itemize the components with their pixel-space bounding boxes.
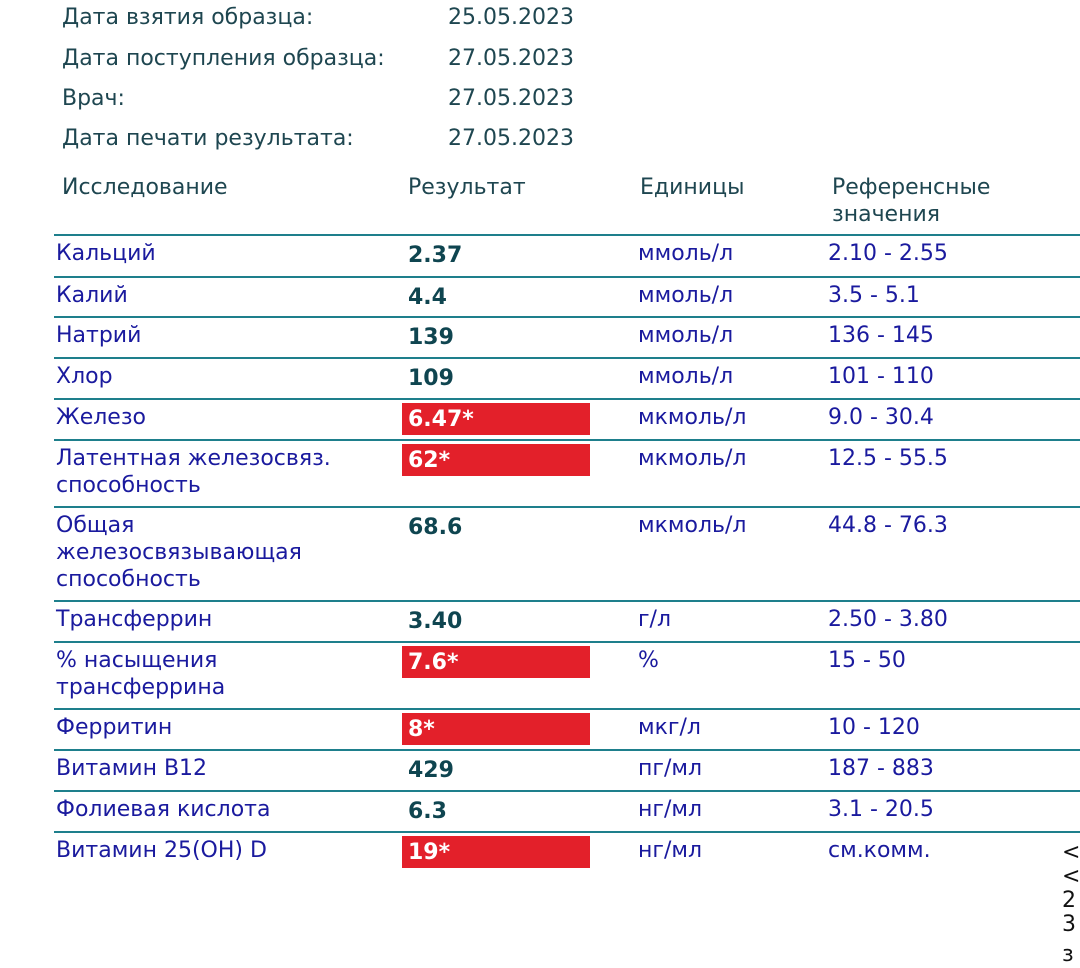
receipt-date-value: 27.05.2023: [448, 46, 574, 71]
row-separator: [54, 316, 1080, 318]
test-reference: 2.50 - 3.80: [828, 607, 948, 632]
test-result: 4.4: [408, 285, 447, 310]
row-separator: [54, 641, 1080, 643]
test-unit: мкмоль/л: [638, 513, 747, 538]
doctor-label: Врач:: [62, 86, 125, 111]
test-result: 429: [408, 758, 454, 783]
test-unit: ммоль/л: [638, 283, 734, 308]
test-name: Калий: [56, 283, 128, 308]
row-separator: [54, 276, 1080, 278]
test-result: 8*: [408, 717, 435, 742]
test-reference: 44.8 - 76.3: [828, 513, 948, 538]
test-reference: 15 - 50: [828, 648, 906, 673]
test-reference: 101 - 110: [828, 364, 934, 389]
row-separator: [54, 749, 1080, 751]
receipt-date-label: Дата поступления образца:: [62, 46, 385, 71]
test-reference: 2.10 - 2.55: [828, 241, 948, 266]
header-result: Результат: [408, 175, 526, 200]
test-name: Натрий: [56, 323, 142, 348]
print-date-value: 27.05.2023: [448, 126, 574, 151]
test-result: 109: [408, 366, 454, 391]
row-separator: [54, 600, 1080, 602]
test-name: Ферритин: [56, 715, 173, 740]
test-result: 6.47*: [408, 407, 474, 432]
test-result: 7.6*: [408, 650, 459, 675]
row-separator: [54, 708, 1080, 710]
test-reference: 3.1 - 20.5: [828, 797, 934, 822]
comment-fragment: з: [1062, 942, 1074, 967]
test-name: Хлор: [56, 364, 113, 389]
test-name: Кальций: [56, 241, 156, 266]
print-date-label: Дата печати результата:: [62, 126, 354, 151]
test-unit: мкмоль/л: [638, 446, 747, 471]
test-name: Фолиевая кислота: [56, 797, 271, 822]
test-reference: 10 - 120: [828, 715, 920, 740]
test-reference: 9.0 - 30.4: [828, 405, 934, 430]
test-unit: нг/мл: [638, 838, 703, 863]
abnormal-flag-highlight: [402, 713, 590, 745]
comment-fragment: 2: [1062, 888, 1076, 913]
test-unit: нг/мл: [638, 797, 703, 822]
test-name: Витамин B12: [56, 756, 208, 781]
header-units: Единицы: [640, 175, 745, 200]
test-unit: ммоль/л: [638, 323, 734, 348]
comment-fragment: <: [1062, 840, 1080, 865]
test-name: % насыщения трансферрина: [56, 648, 226, 700]
header-reference-line1: Референсные: [832, 175, 991, 200]
test-unit: мкг/л: [638, 715, 701, 740]
abnormal-flag-highlight: [402, 836, 590, 868]
test-result: 2.37: [408, 243, 463, 268]
row-separator: [54, 831, 1080, 833]
test-name: Общая железосвязывающая способность: [56, 513, 302, 592]
test-result: 62*: [408, 448, 451, 473]
row-separator: [54, 357, 1080, 359]
test-name: Витамин 25(OH) D: [56, 838, 267, 863]
row-separator: [54, 790, 1080, 792]
abnormal-flag-highlight: [402, 646, 590, 678]
test-name: Железо: [56, 405, 146, 430]
sample-date-label: Дата взятия образца:: [62, 5, 314, 30]
abnormal-flag-highlight: [402, 444, 590, 476]
header-reference-line2: значения: [832, 202, 941, 227]
test-unit: мкмоль/л: [638, 405, 747, 430]
doctor-value: 27.05.2023: [448, 86, 574, 111]
test-unit: %: [638, 648, 659, 673]
abnormal-flag-highlight: [402, 403, 590, 435]
header-reference: Референсные значения: [832, 174, 990, 228]
comment-fragment: <: [1062, 864, 1080, 889]
test-unit: ммоль/л: [638, 241, 734, 266]
test-unit: пг/мл: [638, 756, 703, 781]
test-reference: 3.5 - 5.1: [828, 283, 920, 308]
test-result: 6.3: [408, 799, 447, 824]
test-reference: 12.5 - 55.5: [828, 446, 948, 471]
test-result: 3.40: [408, 609, 463, 634]
test-reference: 187 - 883: [828, 756, 934, 781]
row-separator: [54, 439, 1080, 441]
sample-date-value: 25.05.2023: [448, 5, 574, 30]
header-test: Исследование: [62, 175, 228, 200]
test-name: Трансферрин: [56, 607, 213, 632]
test-name: Латентная железосвяз. способность: [56, 446, 331, 498]
row-separator: [54, 506, 1080, 508]
test-reference: 136 - 145: [828, 323, 934, 348]
row-separator: [54, 398, 1080, 400]
test-result: 68.6: [408, 515, 463, 540]
comment-fragment: 3: [1062, 912, 1076, 937]
test-result: 139: [408, 325, 454, 350]
test-result: 19*: [408, 840, 451, 865]
test-reference: см.комм.: [828, 838, 931, 863]
row-separator: [54, 234, 1080, 236]
test-unit: г/л: [638, 607, 672, 632]
test-unit: ммоль/л: [638, 364, 734, 389]
